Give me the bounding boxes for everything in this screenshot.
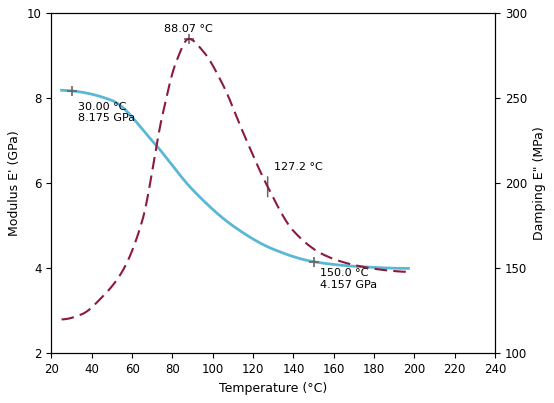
Y-axis label: Modulus E' (GPa): Modulus E' (GPa) [8, 131, 22, 236]
Text: 127.2 °C: 127.2 °C [274, 162, 322, 172]
Text: 150.0 °C
4.157 GPa: 150.0 °C 4.157 GPa [320, 268, 377, 290]
X-axis label: Temperature (°C): Temperature (°C) [219, 382, 327, 395]
Text: 88.07 °C: 88.07 °C [165, 24, 213, 34]
Text: 30.00 °C
8.175 GPa: 30.00 °C 8.175 GPa [78, 102, 135, 123]
Y-axis label: Damping E" (MPa): Damping E" (MPa) [532, 127, 546, 240]
